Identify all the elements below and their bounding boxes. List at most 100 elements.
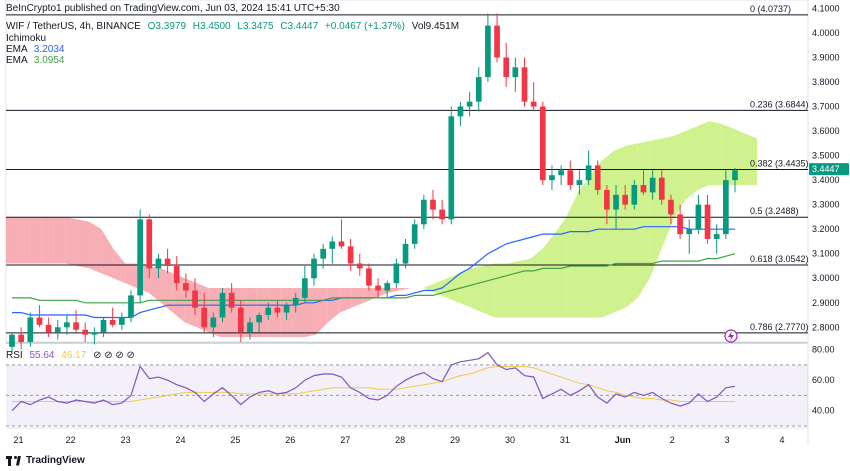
indicator-ema-slow[interactable]: EMA 3.0954	[6, 55, 65, 66]
publisher-line: BeInCrypto1 published on TradingView.com…	[6, 3, 340, 14]
candle-body	[311, 258, 317, 279]
indicator-name: EMA	[6, 44, 28, 55]
ichimoku-cloud-segment	[339, 288, 352, 313]
candle-body	[338, 241, 345, 247]
ichimoku-cloud-segment	[482, 263, 495, 318]
candle-body	[155, 258, 162, 269]
candle-body	[45, 324, 52, 333]
fib-level-label: 0.786 (2.7770)	[750, 322, 809, 332]
ichimoku-cloud-segment	[697, 121, 710, 190]
candle-body	[228, 292, 235, 308]
y-tick-label: 3.4000	[812, 175, 840, 185]
candle-body	[274, 307, 281, 313]
x-tick-label: 24	[175, 435, 185, 445]
candle-body	[366, 268, 372, 286]
candle-body	[402, 243, 409, 264]
candle-body	[640, 185, 647, 193]
candle-body	[146, 219, 153, 269]
indicator-value: 3.2034	[33, 44, 65, 55]
ichimoku-cloud-segment	[637, 140, 650, 298]
ichimoku-cloud-segment	[458, 268, 471, 308]
ichimoku-cloud-segment	[685, 126, 698, 200]
candle-body	[302, 278, 308, 298]
ichimoku-cloud-segment	[578, 175, 591, 318]
y-tick-label: 2.8000	[812, 322, 840, 332]
ichimoku-cloud-segment	[399, 288, 412, 291]
candle-body	[723, 180, 729, 235]
close-value: C3.4447	[280, 21, 319, 32]
candle-body	[128, 295, 134, 318]
rsi-settings-icon[interactable]: ⊘ ⊘ ⊘ ⊘	[93, 350, 135, 361]
x-tick-label: 30	[505, 435, 515, 445]
ichimoku-cloud-segment	[494, 263, 507, 318]
candle-body	[201, 307, 208, 328]
candle-body	[375, 285, 381, 291]
ichimoku-cloud-segment	[17, 216, 30, 264]
y-tick-label: 3.3000	[812, 200, 840, 210]
ichimoku-cloud-segment	[315, 288, 328, 335]
x-tick-label: 28	[395, 435, 405, 445]
y-tick-label: 3.7000	[812, 102, 840, 112]
candle-body	[558, 170, 564, 176]
x-tick-label: 2	[670, 435, 675, 445]
symbol-label[interactable]: WIF / TetherUS, 4h, BINANCE	[6, 21, 141, 32]
ichimoku-cloud-segment	[721, 123, 734, 186]
ichimoku-cloud-segment	[113, 248, 126, 284]
candle-body	[494, 25, 500, 58]
y-tick-label: 2.9000	[812, 298, 840, 308]
candle-body	[393, 263, 400, 284]
ichimoku-cloud-segment	[363, 288, 376, 303]
candle-body	[466, 101, 473, 107]
candle-body	[539, 106, 546, 181]
brand-name: TradingView	[26, 455, 85, 466]
fib-level-label: 0.5 (3.2488)	[750, 206, 799, 216]
candle-body	[649, 177, 656, 193]
candle-body	[585, 165, 592, 181]
ichimoku-cloud-segment	[423, 283, 436, 293]
y-tick-label: 4.0000	[812, 28, 840, 38]
ichimoku-cloud-segment	[470, 265, 483, 313]
candle-body	[283, 305, 290, 313]
x-tick-label: 29	[450, 435, 460, 445]
last-price-label: 3.4447	[812, 164, 840, 174]
y-tick-label: 3.8000	[812, 77, 840, 87]
high-value: H3.4500	[192, 21, 231, 32]
ichimoku-cloud-segment	[65, 216, 78, 266]
candle-body	[164, 258, 171, 266]
candle-body	[384, 283, 391, 291]
indicator-ichimoku[interactable]: Ichimoku	[6, 33, 46, 44]
candle-body	[356, 263, 363, 269]
x-tick-label: 3	[725, 435, 730, 445]
open-value: O3.3979	[147, 21, 187, 32]
ichimoku-cloud-segment	[542, 234, 555, 318]
candle-body	[631, 185, 638, 205]
candle-body	[109, 319, 116, 325]
y-tick-label: 4.1000	[812, 3, 840, 13]
ichimoku-cloud-segment	[387, 288, 400, 293]
candle-body	[329, 241, 336, 249]
ichimoku-cloud-segment	[29, 216, 42, 264]
footer-brand[interactable]: TradingView	[6, 455, 85, 466]
y-tick-label: 3.9000	[812, 53, 840, 63]
rsi-legend[interactable]: RSI 55.64 46.17 ⊘ ⊘ ⊘ ⊘	[6, 350, 139, 361]
candle-body	[549, 175, 555, 181]
ichimoku-cloud-segment	[6, 216, 18, 264]
indicator-ema-fast[interactable]: EMA 3.2034	[6, 44, 65, 55]
x-tick-label: 23	[121, 435, 131, 445]
candle-body	[36, 317, 43, 325]
ichimoku-cloud-segment	[149, 265, 161, 303]
rsi-line	[11, 351, 736, 412]
candle-body	[475, 77, 482, 102]
ichimoku-cloud-segment	[208, 288, 221, 338]
candle-body	[594, 165, 601, 190]
indicator-name: Ichimoku	[6, 33, 47, 44]
x-tick-label: 25	[230, 435, 240, 445]
fib-level-label: 0 (4.0737)	[750, 4, 791, 14]
candle-body	[219, 292, 226, 318]
candle-body	[265, 307, 272, 316]
ichimoku-cloud-segment	[160, 268, 173, 313]
candle-body	[183, 283, 189, 291]
x-tick-label: 31	[560, 435, 570, 445]
candle-body	[695, 204, 702, 230]
